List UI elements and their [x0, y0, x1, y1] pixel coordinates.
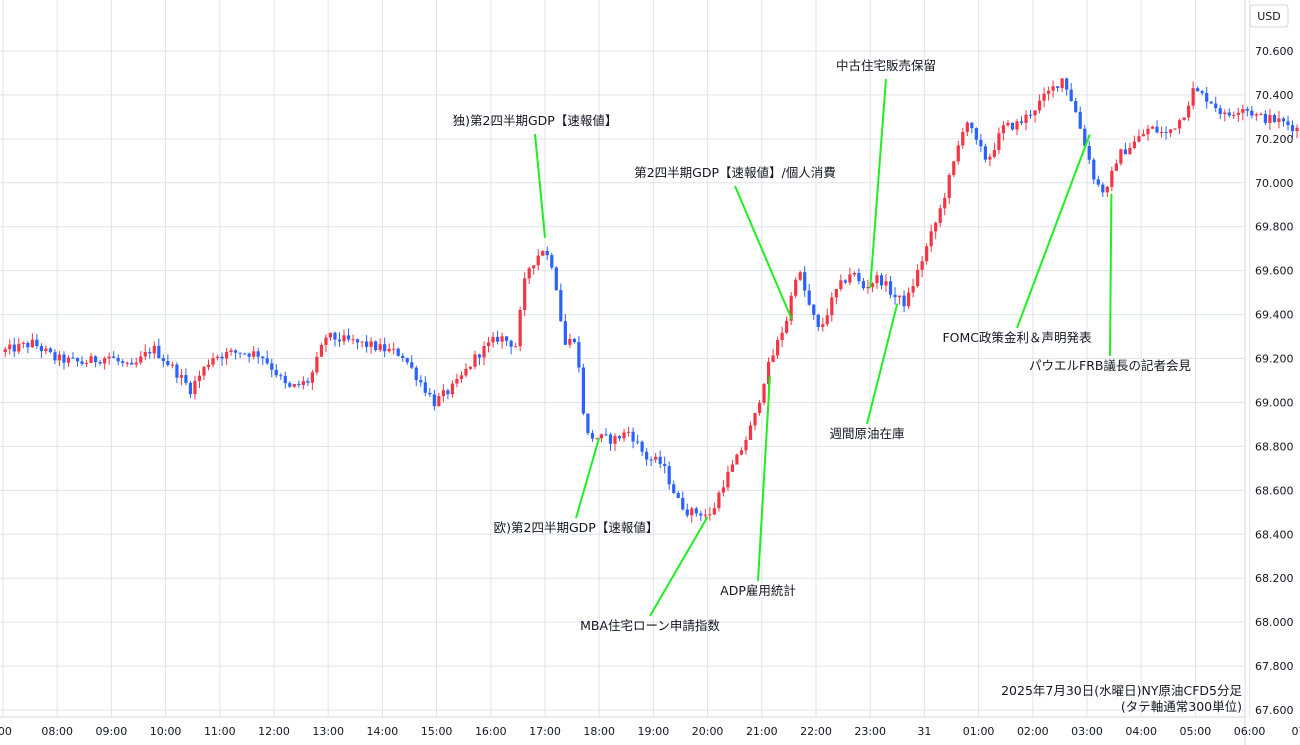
time-tick-label: 15:00	[421, 725, 453, 738]
time-tick-label: 08:00	[41, 725, 73, 738]
chart-caption-line2: (タテ軸通常300単位)	[1121, 699, 1242, 714]
price-tick-label: 68.400	[1255, 528, 1294, 541]
time-tick-label: 03:00	[1071, 725, 1103, 738]
candle	[550, 253, 553, 270]
time-tick-label: 09:00	[96, 725, 128, 738]
time-tick-label: 07:0	[1291, 725, 1300, 738]
time-tick-label: 17:00	[529, 725, 561, 738]
time-tick-label: 18:00	[583, 725, 615, 738]
time-tick-label: 20:00	[692, 725, 724, 738]
time-tick-label: 05:00	[1180, 725, 1212, 738]
time-tick-label: 13:00	[312, 725, 344, 738]
time-tick-label: :00	[0, 725, 12, 738]
candle	[586, 413, 589, 435]
candle	[952, 161, 955, 177]
time-tick-label: 02:00	[1017, 725, 1049, 738]
annotation-label: 独)第2四半期GDP【速報値】	[453, 113, 618, 128]
annotation-label: パウエルFRB議長の記者会見	[1029, 358, 1191, 373]
time-tick-label: 23:00	[854, 725, 886, 738]
price-tick-label: 70.000	[1255, 177, 1294, 190]
time-tick-label: 04:00	[1125, 725, 1157, 738]
price-tick-label: 69.000	[1255, 396, 1294, 409]
annotation-label: 欧)第2四半期GDP【速報値】	[494, 520, 659, 535]
candle	[735, 453, 738, 464]
time-tick-label: 19:00	[638, 725, 670, 738]
price-tick-label: 70.400	[1255, 89, 1294, 102]
price-tick-label: 67.800	[1255, 660, 1294, 673]
time-tick-label: 22:00	[800, 725, 832, 738]
price-tick-label: 68.600	[1255, 484, 1294, 497]
candle	[397, 347, 400, 356]
annotation-label: 中古住宅販売保留	[836, 58, 936, 73]
time-tick-label: 06:00	[1234, 725, 1266, 738]
currency-unit-label: USD	[1257, 10, 1281, 23]
time-tick-label: 14:00	[367, 725, 399, 738]
time-tick-label: 12:00	[258, 725, 290, 738]
price-tick-label: 68.800	[1255, 440, 1294, 453]
time-tick-label: 31	[917, 725, 931, 738]
annotation-label: 第2四半期GDP【速報値】/個人消費	[634, 165, 836, 180]
candle	[762, 383, 765, 405]
candle	[523, 272, 526, 316]
time-tick-label: 16:00	[475, 725, 507, 738]
time-tick-label: 11:00	[204, 725, 236, 738]
price-tick-label: 69.200	[1255, 353, 1294, 366]
price-tick-label: 69.400	[1255, 309, 1294, 322]
candle	[794, 277, 797, 298]
time-tick-label: 01:00	[963, 725, 995, 738]
candle	[1011, 122, 1014, 130]
price-tick-label: 69.600	[1255, 265, 1294, 278]
time-tick-label: 21:00	[746, 725, 778, 738]
chart-caption-line1: 2025年7月30日(水曜日)NY原油CFD5分足	[1001, 683, 1242, 698]
annotation-label: FOMC政策金利＆声明発表	[942, 330, 1092, 345]
candle	[790, 292, 793, 325]
price-tick-label: 68.200	[1255, 572, 1294, 585]
candle	[555, 266, 558, 291]
candle	[1119, 149, 1122, 166]
annotation-label: 週間原油在庫	[829, 426, 904, 441]
candle	[519, 307, 522, 351]
candle	[320, 343, 323, 357]
price-tick-label: 69.800	[1255, 221, 1294, 234]
annotation-label: MBA住宅ローン申請指数	[580, 618, 720, 633]
annotation-label: ADP雇用統計	[720, 583, 796, 598]
currency-unit-badge[interactable]: USD	[1250, 5, 1288, 27]
price-tick-label: 70.600	[1255, 45, 1294, 58]
callout-line	[1110, 194, 1111, 356]
price-tick-label: 67.600	[1255, 704, 1294, 717]
price-tick-label: 70.200	[1255, 133, 1294, 146]
candle	[582, 364, 585, 415]
price-tick-label: 68.000	[1255, 616, 1294, 629]
time-tick-label: 10:00	[150, 725, 182, 738]
